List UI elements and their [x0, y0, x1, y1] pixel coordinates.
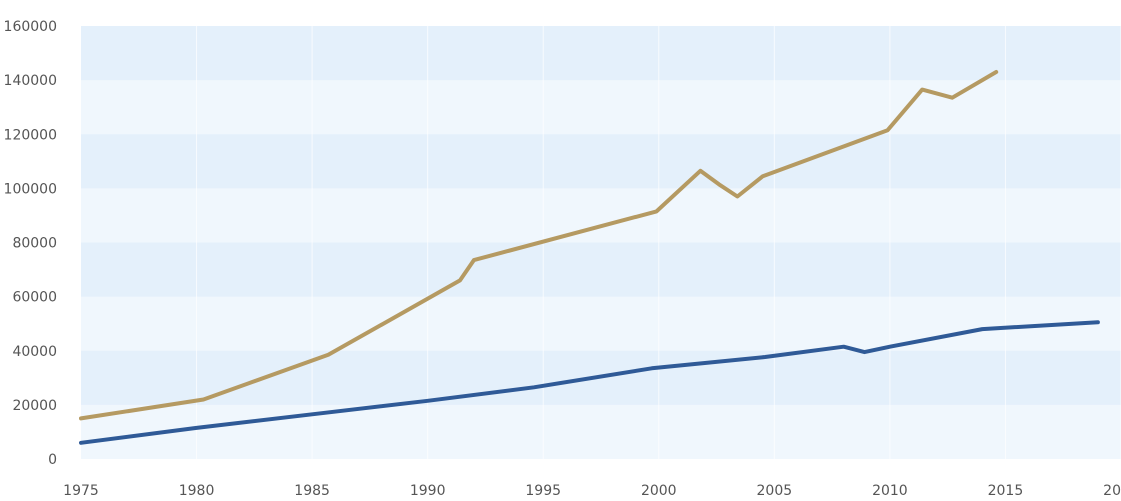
- y-tick-label: 80000: [12, 236, 57, 252]
- series-line-2: [79, 320, 1100, 445]
- series-line-1: [79, 70, 999, 421]
- x-tick-label: 2015: [988, 483, 1024, 499]
- x-tick-label: 1995: [525, 483, 561, 499]
- x-tick-label: 2000: [641, 483, 677, 499]
- grid-band: [81, 26, 1121, 81]
- x-tick-label: 2005: [757, 483, 793, 499]
- x-axis-tick-labels: 1975 1980 1985 1990 1995 2000 2005 2010 2015 2020: [63, 483, 1121, 499]
- x-tick-label: 1990: [410, 483, 446, 499]
- y-tick-label: 20000: [12, 398, 57, 414]
- y-tick-label: 60000: [12, 290, 57, 306]
- x-tick-label: 2020: [1103, 483, 1121, 499]
- x-tick-label: 1975: [63, 483, 99, 499]
- grid-band: [81, 242, 1121, 297]
- y-tick-label: 120000: [4, 127, 57, 143]
- y-tick-label: 100000: [4, 181, 57, 197]
- x-tick-label: 1980: [179, 483, 215, 499]
- y-tick-label: 140000: [4, 73, 57, 89]
- x-tick-label: 1985: [294, 483, 330, 499]
- y-tick-label: 40000: [12, 344, 57, 360]
- y-tick-label: 0: [48, 452, 57, 468]
- series-lines: [79, 70, 1100, 445]
- y-tick-label: 160000: [4, 19, 57, 35]
- x-tick-label: 2010: [872, 483, 908, 499]
- y-axis-tick-labels: 0 20000 40000 60000 80000 100000 120000 140000 1…: [4, 19, 57, 468]
- grid-band: [81, 134, 1121, 189]
